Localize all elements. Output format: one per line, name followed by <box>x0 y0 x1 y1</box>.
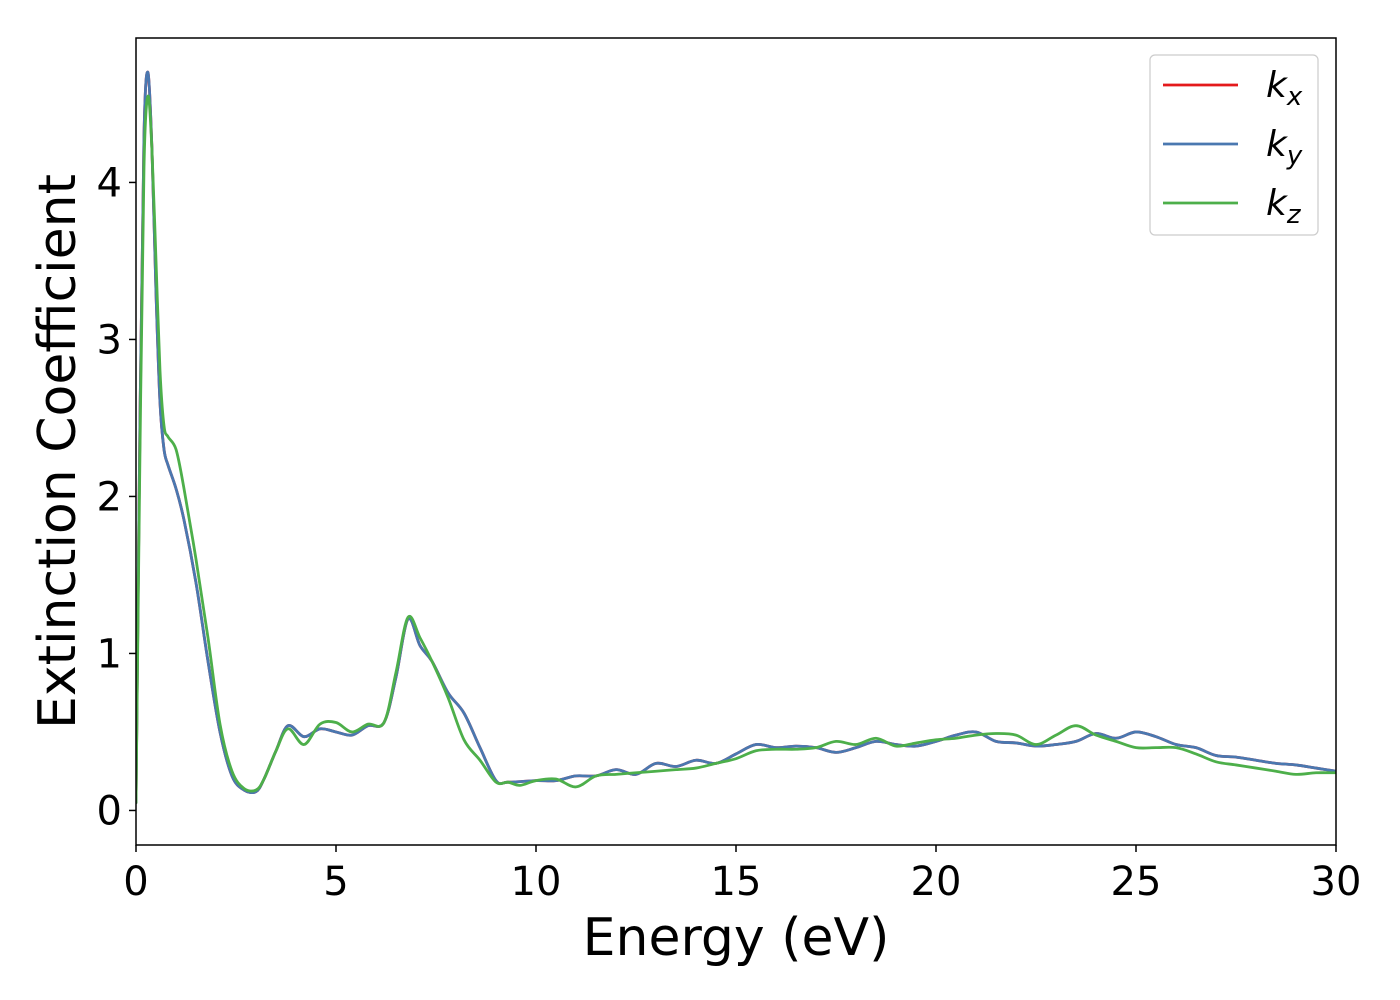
x-axis-title: Energy (eV) <box>583 908 890 968</box>
x-tick-label: 25 <box>1111 859 1162 905</box>
legend-label-y: ky <box>1266 124 1303 171</box>
series-line-y <box>136 70 1336 805</box>
x-tick-label: 5 <box>323 859 348 905</box>
y-tick-label: 1 <box>97 631 122 677</box>
x-tick-label: 30 <box>1311 859 1362 905</box>
series-line-z <box>136 94 1336 805</box>
series-lines <box>136 70 1336 805</box>
x-tick-label: 20 <box>911 859 962 905</box>
x-tick-label: 0 <box>123 859 148 905</box>
x-tick-label: 15 <box>711 859 762 905</box>
legend-label-z: kz <box>1266 183 1302 230</box>
x-axis: 0 5 10 15 20 25 30 <box>123 845 1361 905</box>
y-tick-label: 0 <box>97 788 122 834</box>
y-tick-label: 4 <box>97 160 122 206</box>
y-tick-label: 2 <box>97 474 122 520</box>
x-tick-label: 10 <box>511 859 562 905</box>
y-axis: 0 1 2 3 4 <box>97 160 136 834</box>
y-tick-label: 3 <box>97 317 122 363</box>
legend: kx ky kz <box>1149 54 1319 236</box>
y-axis-title: Extinction Coefficient <box>28 174 88 729</box>
legend-label-x: kx <box>1266 65 1303 112</box>
